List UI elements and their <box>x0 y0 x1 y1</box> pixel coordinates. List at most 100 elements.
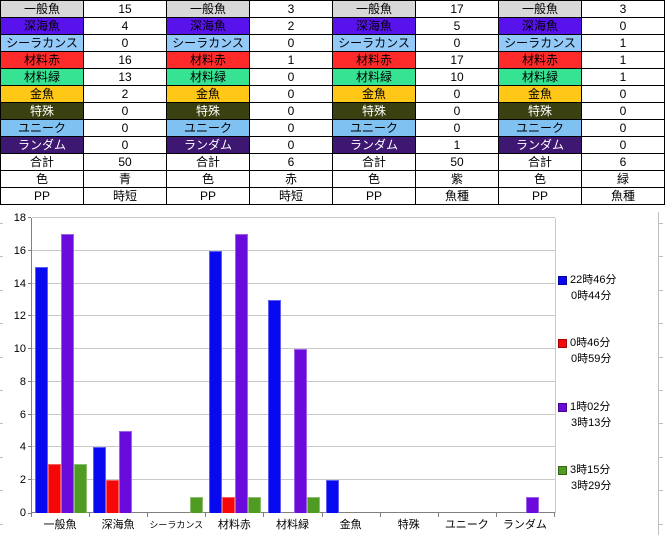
value-cell[interactable]: 0 <box>581 136 665 154</box>
row-label-cell[interactable]: 合計 <box>332 153 416 171</box>
row-label-cell[interactable]: ユニーク <box>0 119 84 137</box>
row-label-cell[interactable]: 合計 <box>166 153 250 171</box>
row-label-cell[interactable]: PP <box>166 187 250 205</box>
row-label-cell[interactable]: 特殊 <box>166 102 250 120</box>
row-label-cell[interactable]: 一般魚 <box>332 0 416 18</box>
value-cell[interactable]: 1 <box>581 51 665 69</box>
row-label-cell[interactable]: シーラカンス <box>166 34 250 52</box>
bar-chart[interactable]: 0 2 4 6 8 10 12 14 16 18 一般魚 深海魚 シーラカンス 材料赤 材料緑 金魚 特殊 ユニ… <box>0 210 665 535</box>
value-cell[interactable]: 0 <box>83 102 167 120</box>
value-cell[interactable]: 1 <box>415 136 499 154</box>
row-label-cell[interactable]: 深海魚 <box>498 17 582 35</box>
row-label-cell[interactable]: 色 <box>166 170 250 188</box>
row-label-cell[interactable]: 材料赤 <box>498 51 582 69</box>
value-cell[interactable]: 0 <box>83 34 167 52</box>
value-cell[interactable]: 0 <box>581 119 665 137</box>
row-label-cell[interactable]: 材料緑 <box>166 68 250 86</box>
value-cell[interactable]: 17 <box>415 51 499 69</box>
row-label-cell[interactable]: 金魚 <box>498 85 582 103</box>
value-cell[interactable]: 6 <box>249 153 333 171</box>
value-cell[interactable]: 13 <box>83 68 167 86</box>
value-cell[interactable]: 50 <box>415 153 499 171</box>
value-cell[interactable]: 0 <box>415 34 499 52</box>
value-cell[interactable]: 15 <box>83 0 167 18</box>
row-label-cell[interactable]: 材料赤 <box>166 51 250 69</box>
value-cell[interactable]: 50 <box>83 153 167 171</box>
row-label-cell[interactable]: 深海魚 <box>332 17 416 35</box>
row-label-cell[interactable]: ランダム <box>0 136 84 154</box>
row-label-cell[interactable]: PP <box>498 187 582 205</box>
value-cell[interactable]: 3 <box>581 0 665 18</box>
value-cell[interactable]: 赤 <box>249 170 333 188</box>
row-label-cell[interactable]: シーラカンス <box>332 34 416 52</box>
row-label-cell[interactable]: 金魚 <box>166 85 250 103</box>
row-label-cell[interactable]: 特殊 <box>498 102 582 120</box>
value-cell[interactable]: 青 <box>83 170 167 188</box>
row-label-cell[interactable]: ランダム <box>332 136 416 154</box>
row-label-cell[interactable]: 材料赤 <box>0 51 84 69</box>
y-axis-tick <box>28 315 31 317</box>
value-cell[interactable]: 1 <box>581 68 665 86</box>
row-label-cell[interactable]: 特殊 <box>332 102 416 120</box>
row-label-cell[interactable]: ユニーク <box>166 119 250 137</box>
row-label-cell[interactable]: シーラカンス <box>498 34 582 52</box>
value-cell[interactable]: 0 <box>249 68 333 86</box>
row-label-cell[interactable]: 材料緑 <box>0 68 84 86</box>
row-label-cell[interactable]: 合計 <box>0 153 84 171</box>
row-label-cell[interactable]: ランダム <box>498 136 582 154</box>
row-label-cell[interactable]: PP <box>332 187 416 205</box>
row-label-cell[interactable]: 材料赤 <box>332 51 416 69</box>
value-cell[interactable]: 0 <box>415 102 499 120</box>
row-label-cell[interactable]: ユニーク <box>498 119 582 137</box>
y-axis-tick <box>28 413 31 415</box>
value-cell[interactable]: 4 <box>83 17 167 35</box>
value-cell[interactable]: 5 <box>415 17 499 35</box>
value-cell[interactable]: 0 <box>249 34 333 52</box>
value-cell[interactable]: 2 <box>83 85 167 103</box>
row-label-cell[interactable]: 合計 <box>498 153 582 171</box>
value-cell[interactable]: 17 <box>415 0 499 18</box>
value-cell[interactable]: 時短 <box>83 187 167 205</box>
value-cell[interactable]: 緑 <box>581 170 665 188</box>
value-cell[interactable]: 紫 <box>415 170 499 188</box>
value-cell[interactable]: 0 <box>249 85 333 103</box>
row-label-cell[interactable]: 特殊 <box>0 102 84 120</box>
row-label-cell[interactable]: 色 <box>498 170 582 188</box>
value-cell[interactable]: 魚種 <box>581 187 665 205</box>
value-cell[interactable]: 1 <box>249 51 333 69</box>
value-cell[interactable]: 1 <box>581 34 665 52</box>
value-cell[interactable]: 魚種 <box>415 187 499 205</box>
value-cell[interactable]: 16 <box>83 51 167 69</box>
row-label-cell[interactable]: 一般魚 <box>498 0 582 18</box>
value-cell[interactable]: 時短 <box>249 187 333 205</box>
value-cell[interactable]: 0 <box>83 119 167 137</box>
value-cell[interactable]: 0 <box>249 136 333 154</box>
row-label-cell[interactable]: 色 <box>332 170 416 188</box>
row-label-cell[interactable]: ランダム <box>166 136 250 154</box>
value-cell[interactable]: 0 <box>581 85 665 103</box>
value-cell[interactable]: 0 <box>249 119 333 137</box>
value-cell[interactable]: 6 <box>581 153 665 171</box>
row-label-cell[interactable]: 深海魚 <box>0 17 84 35</box>
value-cell[interactable]: 0 <box>415 119 499 137</box>
row-label-cell[interactable]: ユニーク <box>332 119 416 137</box>
row-label-cell[interactable]: 金魚 <box>0 85 84 103</box>
value-cell[interactable]: 3 <box>249 0 333 18</box>
value-cell[interactable]: 2 <box>249 17 333 35</box>
row-label-cell[interactable]: 一般魚 <box>0 0 84 18</box>
row-label-cell[interactable]: 深海魚 <box>166 17 250 35</box>
value-cell[interactable]: 0 <box>83 136 167 154</box>
row-label-cell[interactable]: 材料緑 <box>332 68 416 86</box>
row-label-cell[interactable]: 材料緑 <box>498 68 582 86</box>
value-cell[interactable]: 0 <box>249 102 333 120</box>
row-label-cell[interactable]: 一般魚 <box>166 0 250 18</box>
row-label-cell[interactable]: 金魚 <box>332 85 416 103</box>
value-cell[interactable]: 0 <box>581 17 665 35</box>
row-label-cell[interactable]: シーラカンス <box>0 34 84 52</box>
value-cell[interactable]: 0 <box>415 85 499 103</box>
value-cell[interactable]: 10 <box>415 68 499 86</box>
table-row: 金魚 2 金魚 0 金魚 0 金魚 0 <box>0 85 665 103</box>
row-label-cell[interactable]: PP <box>0 187 84 205</box>
row-label-cell[interactable]: 色 <box>0 170 84 188</box>
value-cell[interactable]: 0 <box>581 102 665 120</box>
